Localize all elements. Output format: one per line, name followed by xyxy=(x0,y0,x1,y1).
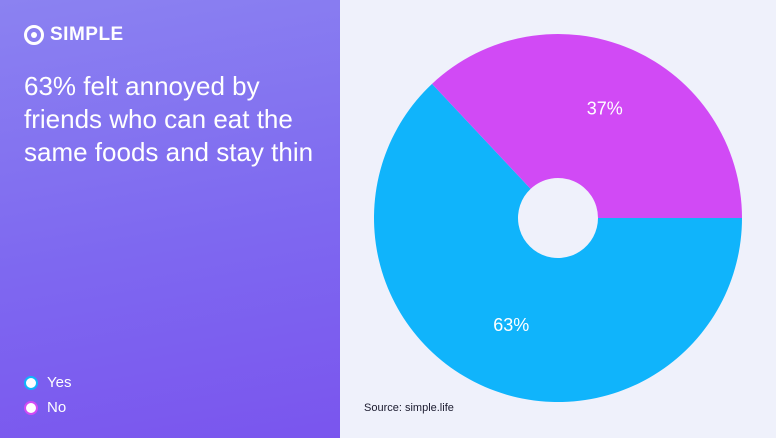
source: Source: simple.life xyxy=(364,402,454,414)
brand: SIMPLE xyxy=(24,24,124,46)
data-label: 63% xyxy=(493,315,529,335)
legend-label: No xyxy=(47,399,67,416)
brand-name: SIMPLE xyxy=(50,24,124,45)
legend-label: Yes xyxy=(47,374,72,391)
data-label: 37% xyxy=(587,99,623,119)
legend-item: No xyxy=(24,395,71,420)
legend-swatch xyxy=(24,375,38,390)
legend: Yes No xyxy=(24,370,71,420)
chart-title: 63% felt annoyed by friends who can eat … xyxy=(24,71,314,167)
legend-item: Yes xyxy=(24,370,71,395)
legend-swatch xyxy=(24,400,38,415)
side-panel: SIMPLE 63% felt annoyed by friends who c… xyxy=(0,0,340,438)
pie-slice xyxy=(432,33,742,219)
pie-slice xyxy=(374,83,742,402)
